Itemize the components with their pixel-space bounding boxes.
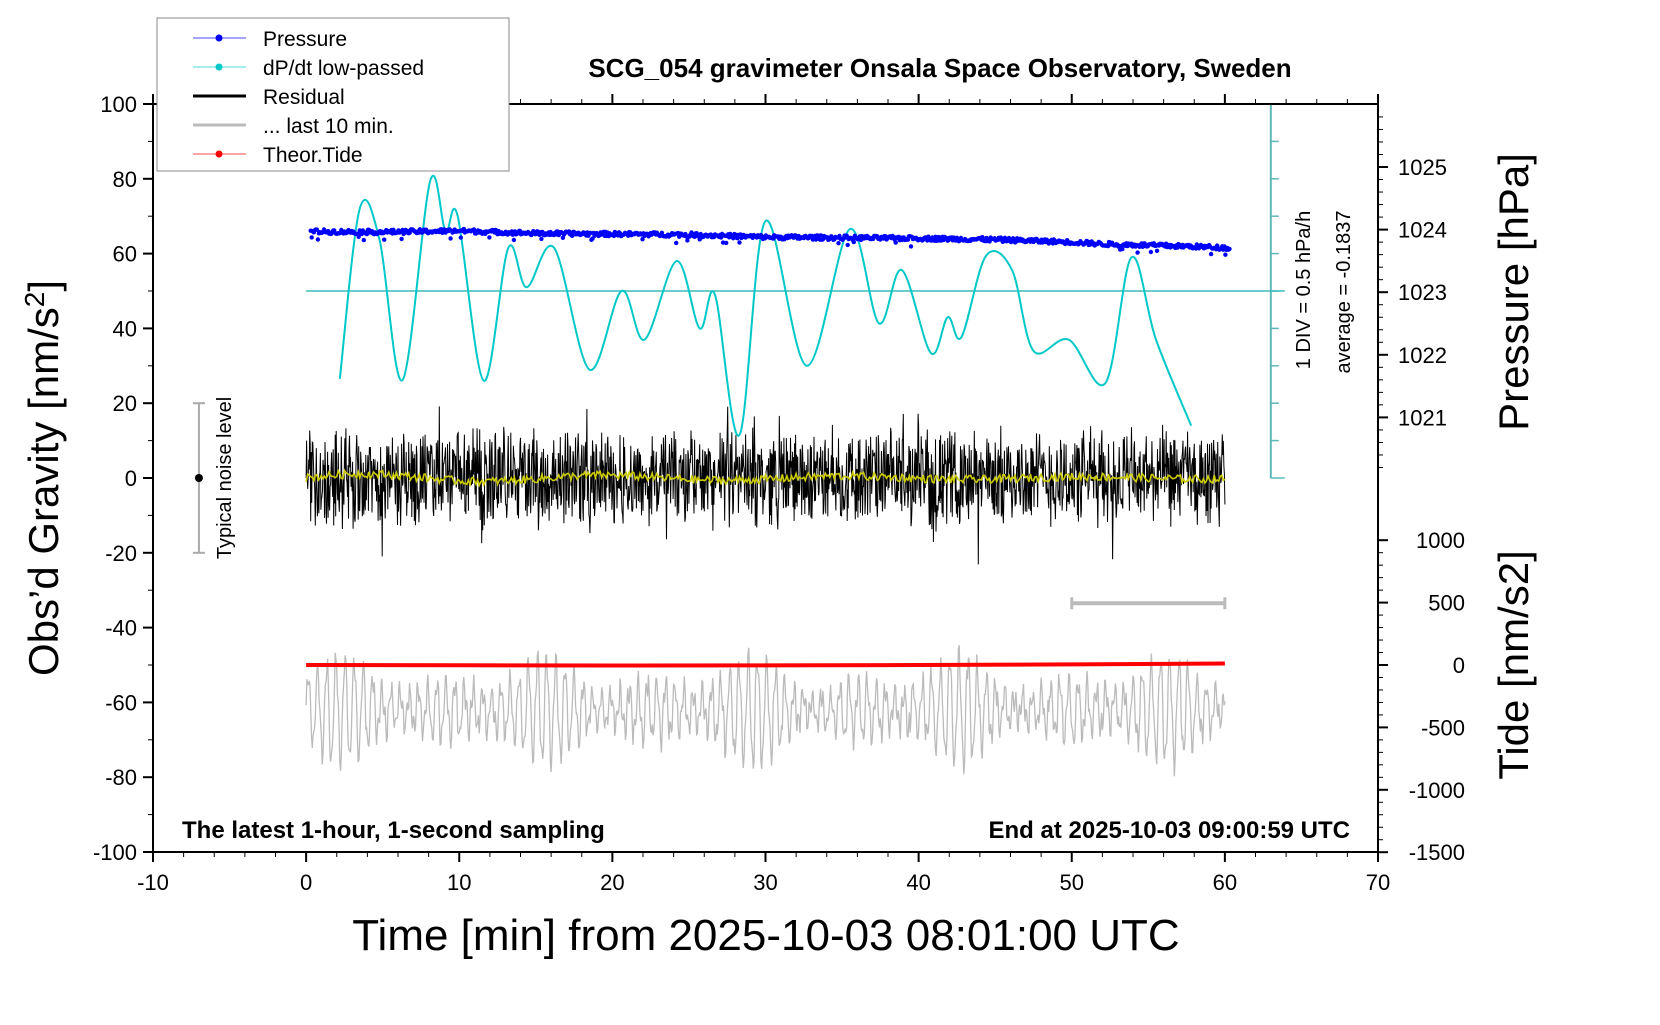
pressure-point bbox=[458, 235, 463, 240]
y-tick-label: 40 bbox=[113, 316, 137, 341]
tide-tick-label: -500 bbox=[1421, 715, 1465, 740]
y-axis-label-text: Obs’d Gravity [nm/s bbox=[20, 307, 67, 676]
y-tick-label: 80 bbox=[113, 167, 137, 192]
pressure-point bbox=[1223, 252, 1228, 257]
noise-label: Typical noise level bbox=[214, 397, 236, 559]
x-tick-label: 60 bbox=[1213, 870, 1237, 895]
x-tick-label: -10 bbox=[137, 870, 169, 895]
pressure-point bbox=[539, 236, 544, 242]
pressure-point bbox=[399, 236, 404, 242]
y-tick-label: -80 bbox=[105, 765, 137, 790]
last10-line bbox=[305, 645, 1226, 777]
tide-axis-label: Tide [nm/s2] bbox=[1490, 550, 1537, 780]
pressure-point bbox=[893, 240, 898, 245]
y-axis-label-sup: 2 bbox=[19, 292, 50, 308]
pressure-point bbox=[448, 236, 453, 241]
legend: Pressure dP/dt low-passed Residual ... last… bbox=[156, 17, 510, 172]
pressure-point bbox=[1208, 251, 1214, 257]
pressure-point bbox=[511, 237, 517, 243]
average-label: average = -0.1837 bbox=[1333, 211, 1355, 374]
pressure-point bbox=[356, 234, 361, 239]
legend-label-2: Residual bbox=[263, 86, 345, 109]
pressure-point bbox=[851, 239, 856, 245]
y-tick-label: 20 bbox=[113, 391, 137, 416]
pressure-tick-label: 1023 bbox=[1398, 280, 1447, 305]
pressure-point bbox=[314, 227, 319, 232]
pressure-point bbox=[309, 235, 314, 240]
y-axis-label-close: ] bbox=[20, 280, 67, 292]
pressure-point bbox=[487, 235, 492, 240]
pressure-point bbox=[674, 240, 679, 246]
y-tick-label: -60 bbox=[105, 690, 137, 715]
x-tick-label: 70 bbox=[1366, 870, 1390, 895]
pressure-point bbox=[685, 238, 690, 243]
tide-tick-label: -1000 bbox=[1409, 778, 1465, 803]
legend-marker-0 bbox=[215, 34, 223, 42]
legend-label-4: Theor.Tide bbox=[263, 144, 363, 167]
pressure-point bbox=[1135, 250, 1140, 255]
y-tick-label: -40 bbox=[105, 616, 137, 641]
pressure-point bbox=[908, 244, 914, 249]
tide-line bbox=[306, 661, 1225, 668]
pressure-tick-label: 1025 bbox=[1398, 155, 1447, 180]
legend-marker-4 bbox=[215, 150, 223, 158]
pressure-point bbox=[382, 237, 387, 242]
x-tick-label: 10 bbox=[447, 870, 471, 895]
y-tick-label: 100 bbox=[100, 92, 137, 117]
residual-line bbox=[305, 406, 1226, 565]
tide-tick-label: 1000 bbox=[1416, 528, 1465, 553]
pressure-point bbox=[724, 240, 729, 246]
chart-title: SCG_054 gravimeter Onsala Space Observat… bbox=[588, 53, 1291, 83]
pressure-point bbox=[737, 240, 742, 245]
y-tick-label: 0 bbox=[125, 466, 137, 491]
pressure-point bbox=[1227, 246, 1232, 252]
axes: -10 0 10 20 30 40 50 60 70100806040200-20-40-60-… bbox=[93, 92, 1465, 895]
x-tick-label: 0 bbox=[300, 870, 312, 895]
pressure-point bbox=[735, 236, 740, 241]
data-layer bbox=[192, 103, 1285, 777]
tide-tick-label: 0 bbox=[1453, 653, 1465, 678]
residual-smoothed-line bbox=[305, 468, 1226, 488]
legend-label-0: Pressure bbox=[263, 28, 347, 51]
pressure-point bbox=[1154, 248, 1160, 253]
pressure-point bbox=[1148, 249, 1154, 255]
tide-tick-label: -1500 bbox=[1409, 840, 1465, 865]
y-tick-label: -100 bbox=[93, 840, 137, 865]
div-label: 1 DIV = 0.5 hPa/h bbox=[1293, 211, 1315, 369]
noise-level-dot bbox=[194, 474, 203, 482]
bottom-left-note: The latest 1-hour, 1-second sampling bbox=[182, 817, 605, 844]
tide-tick-label: 500 bbox=[1428, 591, 1465, 616]
pressure-point bbox=[1120, 246, 1125, 252]
pressure-tick-label: 1021 bbox=[1398, 405, 1447, 430]
dpdt-line bbox=[338, 174, 1193, 437]
bottom-right-note: End at 2025-10-03 09:00:59 UTC bbox=[989, 817, 1351, 844]
pressure-point bbox=[845, 242, 850, 248]
pressure-tick-label: 1022 bbox=[1398, 343, 1447, 368]
x-tick-label: 20 bbox=[600, 870, 624, 895]
x-axis-label: Time [min] from 2025-10-03 08:01:00 UTC bbox=[352, 911, 1179, 960]
y-axis-label: Obs’d Gravity [nm/s2] bbox=[19, 280, 67, 676]
legend-entries: Pressure dP/dt low-passed Residual ... last… bbox=[193, 28, 424, 167]
pressure-series bbox=[308, 226, 1232, 257]
pressure-point bbox=[1221, 247, 1226, 252]
legend-marker-1 bbox=[215, 63, 223, 71]
pressure-point bbox=[905, 237, 911, 242]
legend-label-3: ... last 10 min. bbox=[263, 115, 394, 138]
pressure-tick-label: 1024 bbox=[1398, 218, 1447, 243]
x-tick-label: 30 bbox=[753, 870, 777, 895]
x-tick-label: 50 bbox=[1060, 870, 1084, 895]
pressure-point bbox=[361, 237, 366, 243]
legend-label-1: dP/dt low-passed bbox=[263, 57, 424, 80]
y-tick-label: -20 bbox=[105, 541, 137, 566]
pressure-point bbox=[315, 237, 321, 242]
pressure-point bbox=[836, 241, 841, 246]
pressure-axis-label: Pressure [hPa] bbox=[1490, 153, 1537, 431]
x-tick-label: 40 bbox=[906, 870, 930, 895]
pressure-point bbox=[509, 229, 514, 234]
pressure-point bbox=[640, 237, 645, 242]
y-tick-label: 60 bbox=[113, 242, 137, 267]
pressure-point bbox=[980, 235, 985, 240]
pressure-point bbox=[588, 230, 593, 236]
